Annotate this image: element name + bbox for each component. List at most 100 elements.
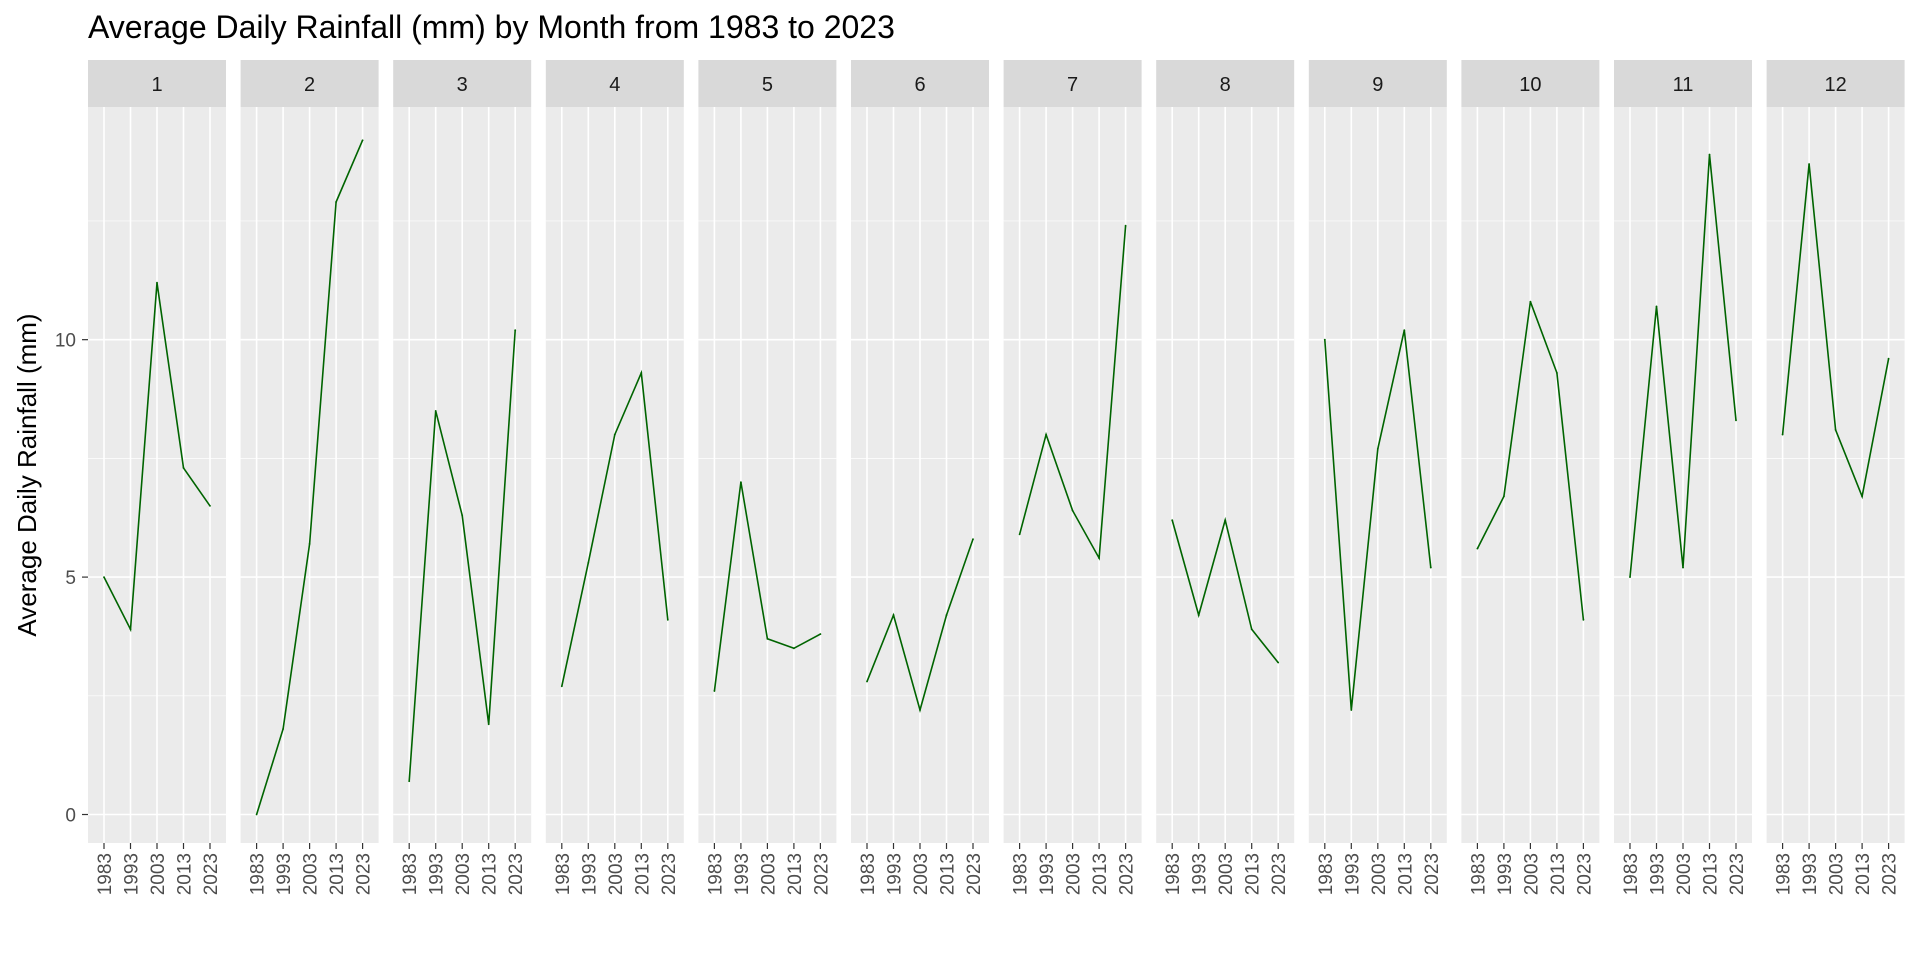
data-point	[1224, 519, 1227, 522]
data-point	[1376, 447, 1379, 450]
x-tick-label: 2013	[938, 853, 959, 895]
facet-strip	[1156, 60, 1295, 107]
data-point	[866, 680, 868, 683]
y-tick-label: 5	[65, 568, 76, 589]
data-point	[766, 637, 769, 640]
facet-strip-label: 7	[1067, 74, 1078, 96]
data-point	[1350, 709, 1353, 711]
facet-strip-label: 2	[304, 74, 315, 96]
x-tick-label: 1983	[1011, 853, 1032, 895]
facet-strip	[851, 60, 989, 107]
data-point	[1098, 557, 1100, 559]
x-tick-label: 2013	[1090, 853, 1111, 895]
facet-strip-label: 11	[1673, 74, 1694, 96]
data-point	[209, 504, 211, 507]
facet-strip-label: 5	[762, 74, 773, 96]
data-point	[129, 628, 132, 631]
data-point	[255, 813, 258, 816]
x-tick-label: 1983	[1468, 853, 1489, 895]
x-tick-label: 2013	[632, 853, 653, 895]
x-tick-label: 2013	[480, 853, 501, 895]
x-tick-label: 2023	[1727, 853, 1748, 895]
facet-panel-8: 8 1983 1993 2003 2013 2023	[1156, 60, 1295, 895]
data-point	[945, 614, 948, 616]
facet-panel-4: 4 1983 1993 2003 2013 2023	[545, 60, 684, 895]
x-tick-label: 2003	[1064, 853, 1085, 895]
facet-panel-10: 10 1983 1993 2003 2013 2023	[1461, 60, 1600, 895]
data-point	[793, 647, 795, 650]
data-point	[1250, 628, 1253, 631]
x-tick-label: 2003	[1369, 853, 1390, 895]
x-tick-label: 2003	[911, 853, 932, 895]
data-point	[1629, 576, 1631, 578]
facet-strip-label: 12	[1824, 74, 1846, 96]
x-tick-label: 2023	[201, 853, 222, 895]
data-point	[1834, 428, 1837, 431]
data-point	[1403, 329, 1406, 332]
x-tick-label: 1993	[1495, 853, 1516, 895]
x-tick-label: 2003	[1521, 853, 1542, 895]
facet-strip	[1308, 60, 1447, 107]
data-point	[434, 409, 437, 412]
x-tick-label: 1983	[1316, 853, 1337, 895]
facet-panel-5: 5 1983 1993 2003 2013 2023	[698, 60, 837, 895]
x-tick-label: 2023	[1880, 853, 1901, 895]
x-tick-label: 2023	[659, 853, 680, 895]
facet-panel-11: 11 1983 1993 2003 2013 2023	[1614, 60, 1752, 895]
x-tick-label: 1983	[1774, 853, 1795, 895]
data-point	[1887, 357, 1890, 360]
data-point	[182, 466, 185, 469]
x-tick-label: 2003	[301, 853, 322, 895]
data-point	[640, 372, 643, 374]
chart-title: Average Daily Rainfall (mm) by Month fro…	[88, 9, 895, 45]
data-point	[1861, 495, 1863, 498]
data-point	[1503, 495, 1505, 498]
facet-strip	[1003, 60, 1142, 107]
data-point	[1582, 618, 1585, 621]
x-tick-label: 1993	[579, 853, 600, 895]
facet-strip-label: 9	[1372, 74, 1383, 96]
data-point	[1708, 153, 1711, 156]
data-point	[1018, 533, 1021, 536]
x-tick-label: 1993	[1648, 853, 1669, 895]
facet-strip	[698, 60, 837, 107]
data-point	[587, 561, 590, 564]
x-tick-label: 2003	[1827, 853, 1848, 895]
data-point	[972, 538, 974, 541]
facet-strip-label: 3	[457, 74, 468, 96]
facet-strip	[88, 60, 226, 107]
data-point	[335, 201, 337, 203]
x-tick-label: 1983	[858, 853, 879, 895]
x-tick-label: 1993	[1342, 853, 1363, 895]
data-point	[1476, 547, 1479, 550]
x-tick-label: 2003	[1216, 853, 1237, 895]
data-point	[1124, 224, 1127, 227]
data-point	[819, 633, 822, 635]
data-point	[308, 542, 311, 545]
x-tick-label: 2013	[785, 853, 806, 895]
data-point	[1171, 519, 1174, 522]
facet-strip	[545, 60, 684, 107]
x-tick-label: 2013	[1701, 853, 1722, 895]
facet-strip	[393, 60, 532, 107]
data-point	[1071, 509, 1074, 512]
facet-strip	[1614, 60, 1752, 107]
data-point	[1277, 661, 1280, 664]
x-tick-label: 2023	[506, 853, 527, 895]
facet-strip	[240, 60, 379, 107]
facet-strip-label: 6	[914, 74, 925, 96]
facet-panel-2: 2 1983 1993 2003 2013 2023	[240, 60, 379, 895]
x-tick-label: 1983	[95, 853, 116, 895]
x-tick-label: 1983	[248, 853, 269, 895]
facet-strip	[1766, 60, 1905, 107]
facet-strip	[1461, 60, 1600, 107]
data-point	[613, 433, 616, 436]
facet-strip-label: 4	[609, 74, 620, 96]
data-point	[1682, 566, 1684, 569]
data-point	[408, 780, 411, 783]
x-tick-label: 1983	[400, 853, 421, 895]
x-tick-label: 2013	[1243, 853, 1264, 895]
data-point	[1429, 566, 1432, 569]
